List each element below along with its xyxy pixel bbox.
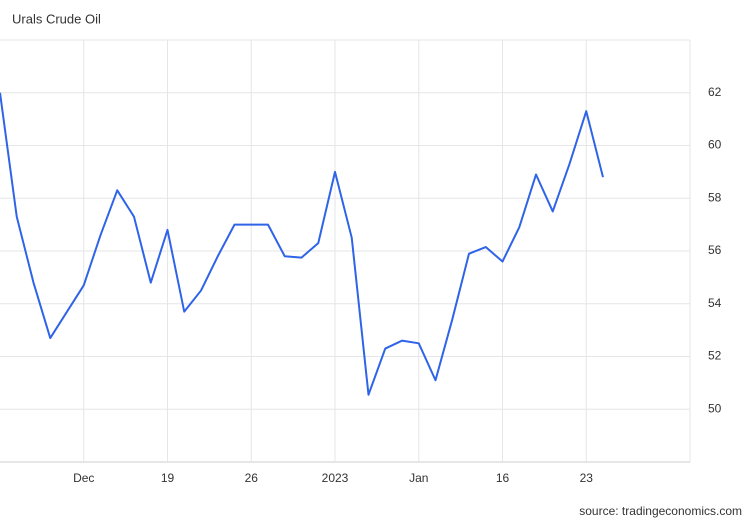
y-tick-label: 52 (708, 349, 722, 363)
y-tick-label: 60 (708, 138, 722, 152)
y-tick-label: 56 (708, 243, 722, 257)
x-tick-label: Jan (409, 471, 428, 485)
y-tick-label: 50 (708, 401, 722, 415)
source: source: tradingeconomics.com (579, 504, 742, 518)
x-tick-label: 26 (245, 471, 259, 485)
y-tick-label: 54 (708, 296, 722, 310)
y-tick-label: 58 (708, 190, 722, 204)
x-tick-label: 16 (496, 471, 510, 485)
x-tick-label: 23 (580, 471, 594, 485)
data-line (0, 92, 604, 396)
y-tick-label: 62 (708, 85, 722, 99)
chart-title: Urals Crude Oil (12, 11, 101, 26)
x-tick-label: 2023 (322, 471, 349, 485)
x-tick-label: 19 (161, 471, 175, 485)
x-tick-label: Dec (73, 471, 94, 485)
